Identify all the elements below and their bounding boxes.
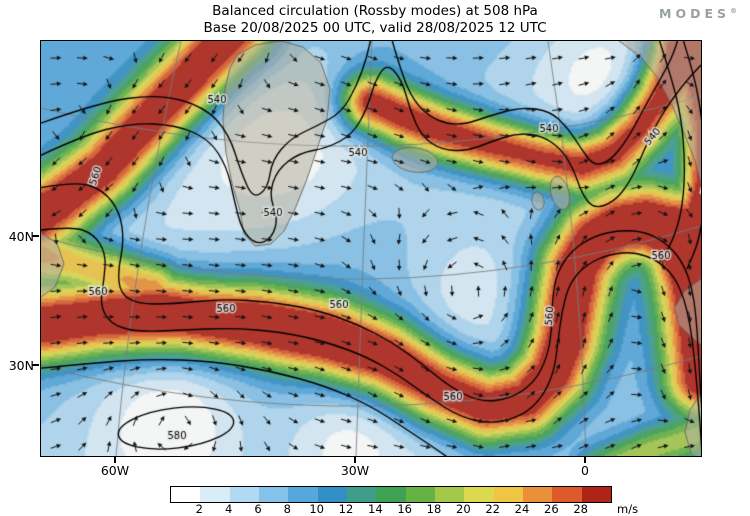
colorbar-cell: [288, 487, 318, 502]
axis-tick-60w: [114, 456, 116, 463]
colorbar-tick-label: 8: [283, 502, 291, 516]
colorbar-tick-label: 20: [456, 502, 471, 516]
colorbar-cell: [493, 487, 523, 502]
axis-tick-30w: [354, 456, 356, 463]
colorbar-cell: [376, 487, 406, 502]
lon-label-60w: 60W: [100, 463, 130, 478]
axis-tick-0: [584, 456, 586, 463]
colorbar-unit-label: m/s: [617, 502, 639, 516]
colorbar-tick-label: 6: [254, 502, 262, 516]
colorbar-cell: [200, 487, 230, 502]
colorbar-tick-label: 16: [397, 502, 412, 516]
colorbar-tick-label: 18: [426, 502, 442, 516]
colorbar-cell: [229, 487, 259, 502]
lat-label-30n: 30N: [8, 358, 34, 373]
lon-label-30w: 30W: [340, 463, 370, 478]
chart-subtitle: Base 20/08/2025 00 UTC, valid 28/08/2025…: [203, 20, 547, 36]
modes-logo-text: MODES: [659, 6, 730, 21]
axis-tick-30n: [32, 364, 39, 366]
chart-title: Balanced circulation (Rossby modes) at 5…: [212, 3, 538, 19]
colorbar-tick-label: 2: [195, 502, 203, 516]
colorbar-tick-label: 12: [338, 502, 354, 516]
colorbar-cell: [581, 487, 611, 502]
colorbar-cell: [434, 487, 465, 502]
colorbar-tick-label: 22: [485, 502, 500, 516]
colorbar-tick-label: 24: [514, 502, 530, 516]
colorbar-tick-label: 4: [224, 502, 233, 516]
colorbar-cell: [405, 487, 435, 502]
colorbar-cell: [464, 487, 494, 502]
colorbar-cell: [346, 487, 377, 502]
axis-tick-40n: [32, 235, 39, 237]
colorbar-tick-label: 28: [573, 502, 588, 516]
lat-label-40n: 40N: [8, 229, 34, 244]
colorbar-tick-label: 26: [544, 502, 559, 516]
modes-logo: MODES®: [659, 6, 737, 21]
colorbar: [170, 486, 612, 503]
colorbar-cell: [258, 487, 289, 502]
colorbar-cell: [522, 487, 553, 502]
map-canvas: [40, 40, 702, 457]
colorbar-cell: [171, 487, 201, 502]
colorbar-tick-label: 14: [368, 502, 383, 516]
modes-logo-mark: ®: [730, 7, 737, 15]
colorbar-cell: [317, 487, 347, 502]
colorbar-tick-label: 10: [309, 502, 324, 516]
lon-label-0: 0: [581, 463, 589, 478]
colorbar-cell: [552, 487, 582, 502]
